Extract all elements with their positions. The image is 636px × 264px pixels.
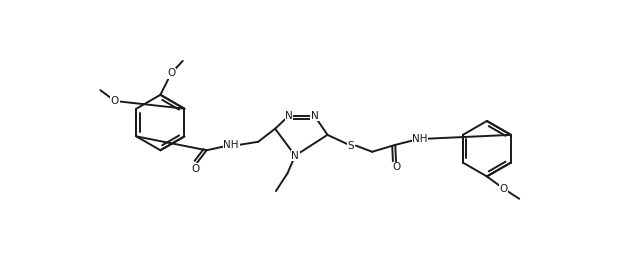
- Text: O: O: [392, 162, 400, 172]
- Text: N: N: [291, 151, 299, 161]
- Text: S: S: [347, 141, 354, 151]
- Text: N: N: [310, 111, 318, 121]
- Text: NH: NH: [412, 134, 427, 144]
- Text: N: N: [285, 111, 293, 121]
- Text: NH: NH: [223, 140, 239, 150]
- Text: O: O: [167, 68, 176, 78]
- Text: O: O: [191, 164, 199, 174]
- Text: O: O: [111, 96, 119, 106]
- Text: O: O: [500, 184, 508, 194]
